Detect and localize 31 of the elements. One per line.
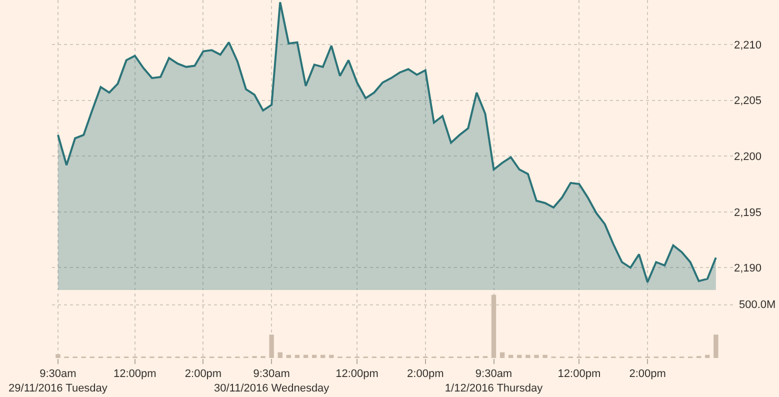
x-tick-label: 2:00pm — [629, 368, 666, 380]
y-tick-label: 2,210 — [734, 39, 762, 52]
bar — [542, 354, 548, 358]
bar — [303, 354, 308, 358]
ref-line-label: 500.0M — [739, 299, 776, 311]
bar — [508, 354, 514, 358]
x-tick-label: 9:30am 1/12/2016 Thursday — [444, 368, 544, 394]
bar — [312, 354, 317, 358]
x-tick-label: 9:30am 29/11/2016 Tuesday — [8, 368, 108, 394]
bar — [320, 354, 326, 358]
y-tick-label: 2,190 — [734, 262, 762, 275]
bar — [278, 352, 282, 358]
bar — [526, 354, 530, 358]
x-tick-label: 2:00pm — [184, 368, 222, 380]
bar — [705, 354, 710, 358]
bar — [517, 354, 522, 358]
y-tick-label: 2,200 — [734, 150, 762, 163]
bar — [500, 352, 505, 358]
bar — [56, 354, 60, 358]
bar — [294, 354, 300, 358]
x-tick-label: 12:00pm — [336, 368, 378, 380]
x-tick-label: 12:00pm — [558, 368, 601, 380]
x-tick-label: 2:00pm — [407, 368, 444, 380]
y-tick-label: 2,205 — [734, 95, 762, 108]
x-tick-label: 12:00pm — [113, 368, 156, 380]
bar — [534, 354, 539, 358]
bar — [329, 354, 334, 358]
bar — [269, 334, 274, 358]
bar — [286, 354, 292, 358]
bar — [714, 334, 718, 358]
y-tick-label: 2,195 — [734, 206, 762, 219]
